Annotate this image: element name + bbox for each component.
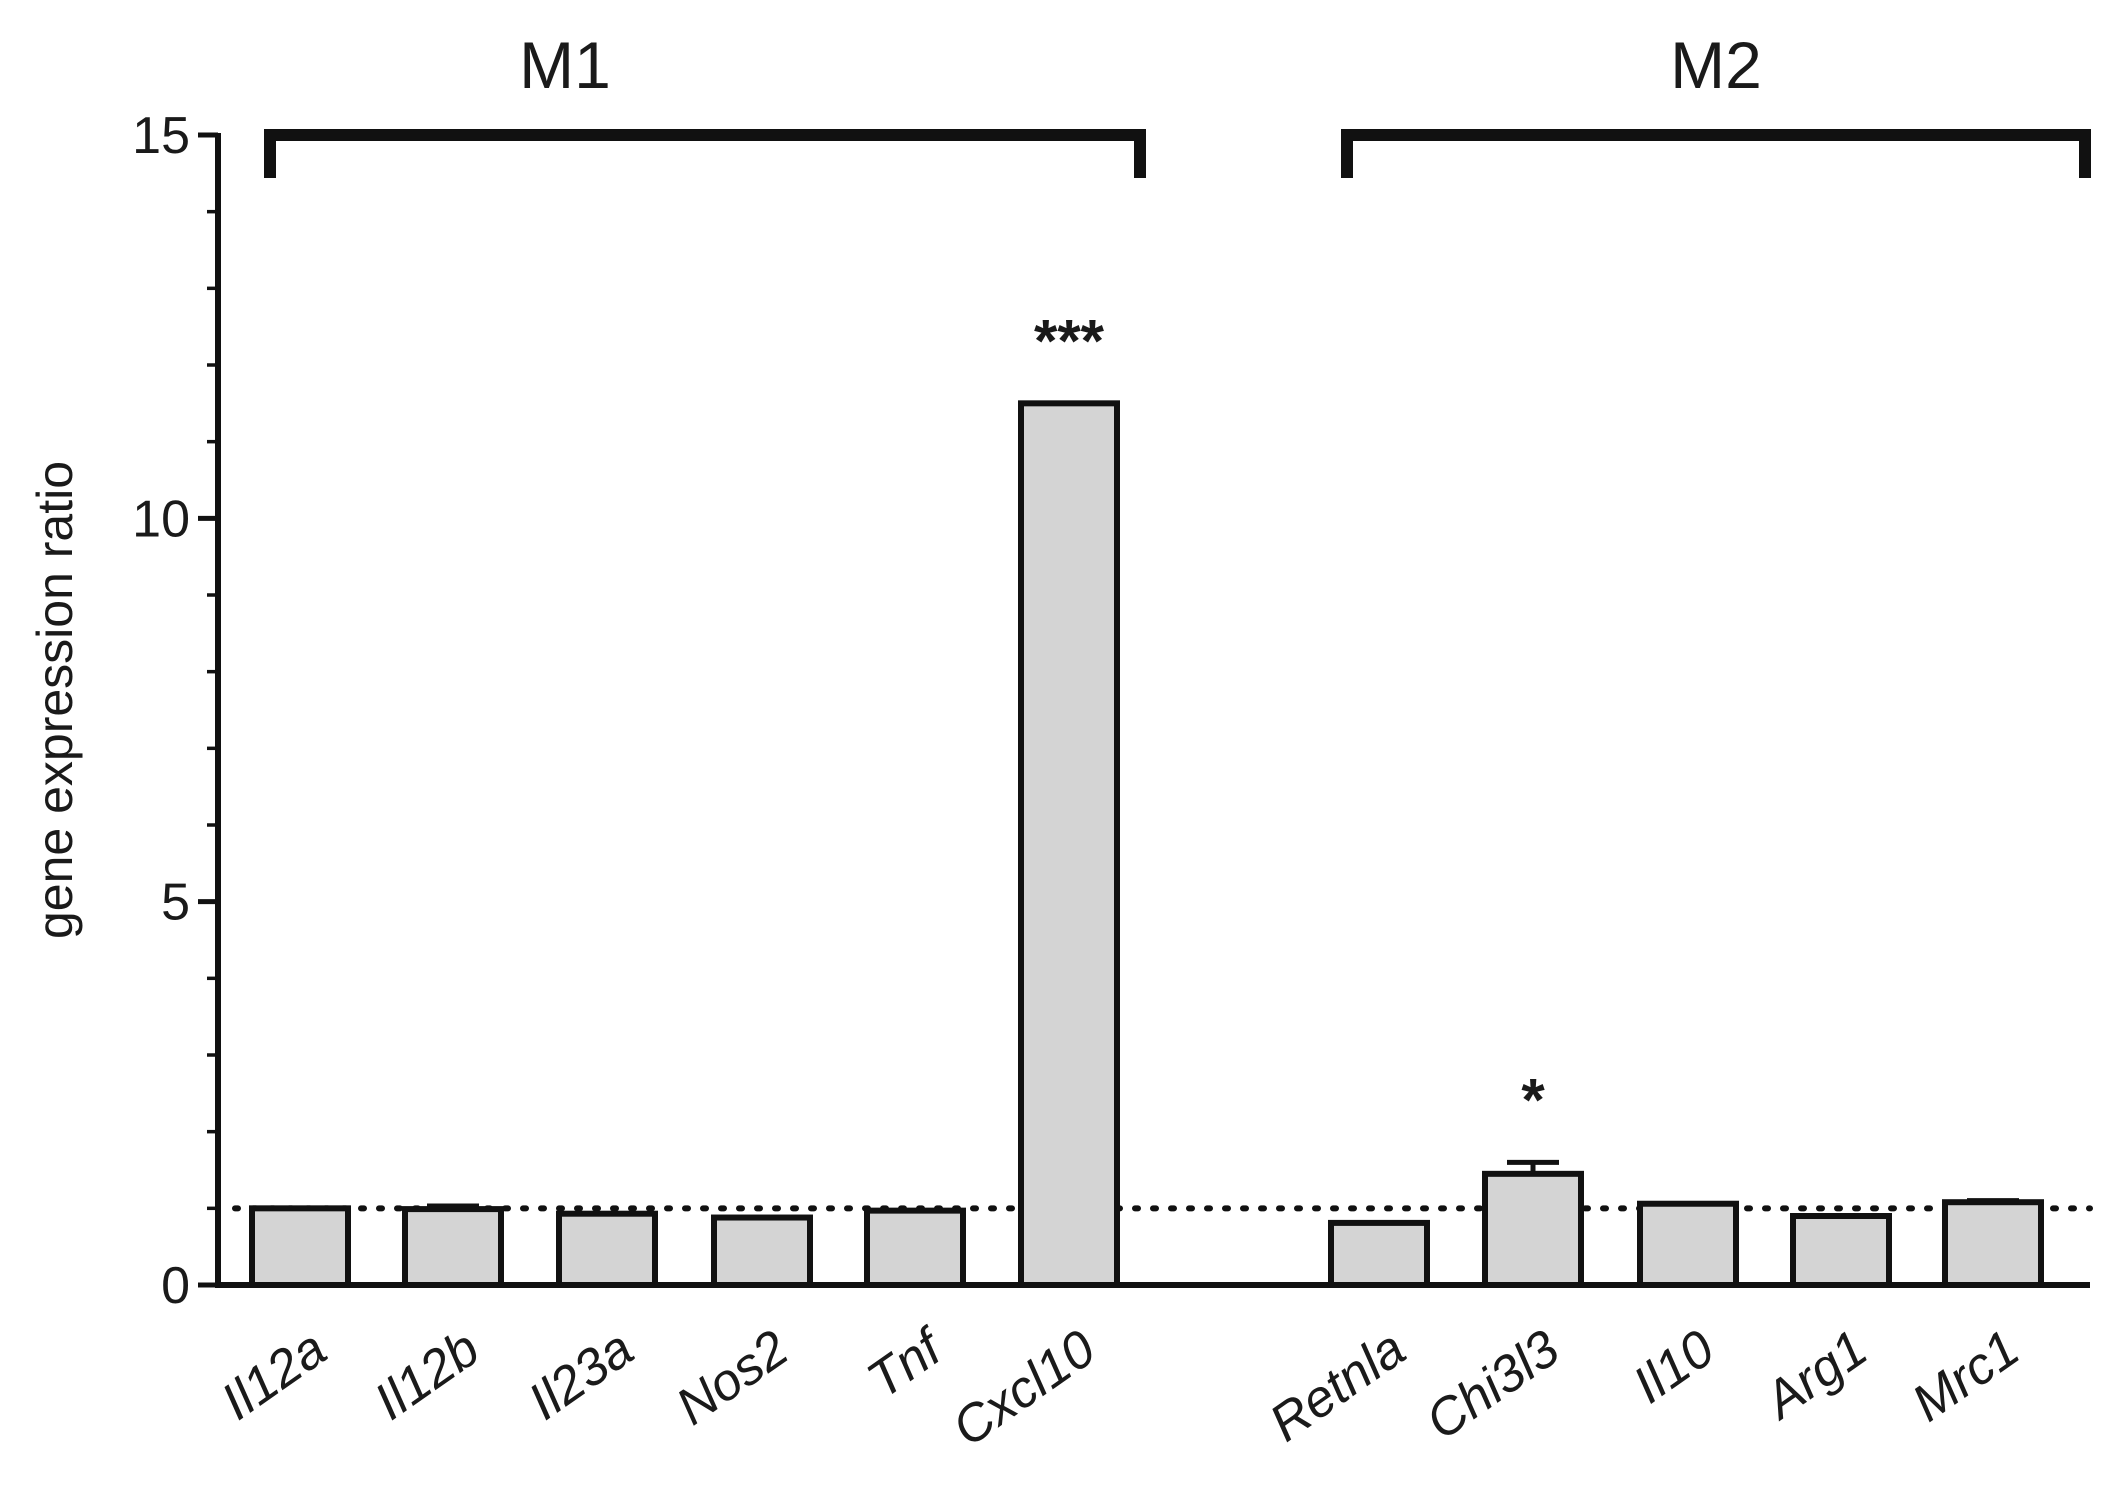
axes	[198, 129, 2093, 1288]
significance-marker: *	[1521, 1066, 1545, 1133]
bars	[249, 400, 2044, 1289]
bar	[864, 1207, 966, 1288]
bar	[1790, 1213, 1892, 1288]
x-tick-label: Nos2	[666, 1319, 799, 1436]
x-tick-label: Retnla	[1259, 1319, 1415, 1453]
y-tick-label: 0	[161, 1257, 190, 1315]
bar	[1018, 400, 1120, 1289]
x-tick-label: Il10	[1623, 1319, 1725, 1415]
group-label: M1	[519, 28, 611, 102]
group-bracket	[1341, 129, 2091, 178]
x-tick-label: Arg1	[1752, 1319, 1878, 1431]
group-label: M2	[1670, 28, 1762, 102]
y-axis-title: gene expression ratio	[27, 461, 83, 939]
y-tick-label: 10	[132, 490, 190, 548]
bar	[249, 1205, 351, 1289]
x-tick-label: Il12a	[211, 1319, 337, 1431]
x-tick-label: Tnf	[857, 1317, 956, 1410]
bar	[1637, 1200, 1739, 1288]
significance-marker: ***	[1034, 307, 1105, 374]
x-tick-label: Il23a	[518, 1319, 644, 1431]
bar	[1328, 1219, 1430, 1289]
bar	[711, 1214, 813, 1288]
bar	[1942, 1199, 2044, 1288]
x-tick-label: Cxcl10	[942, 1319, 1106, 1458]
bar	[1482, 1170, 1584, 1289]
group-bracket	[264, 129, 1146, 178]
bar	[402, 1206, 504, 1288]
bar	[556, 1210, 658, 1288]
y-tick-label: 5	[161, 874, 190, 932]
x-tick-label: Chi3l3	[1416, 1319, 1570, 1451]
y-tick-label: 15	[132, 107, 190, 165]
x-tick-label: Il12b	[364, 1319, 490, 1431]
x-tick-label: Mrc1	[1902, 1319, 2030, 1433]
